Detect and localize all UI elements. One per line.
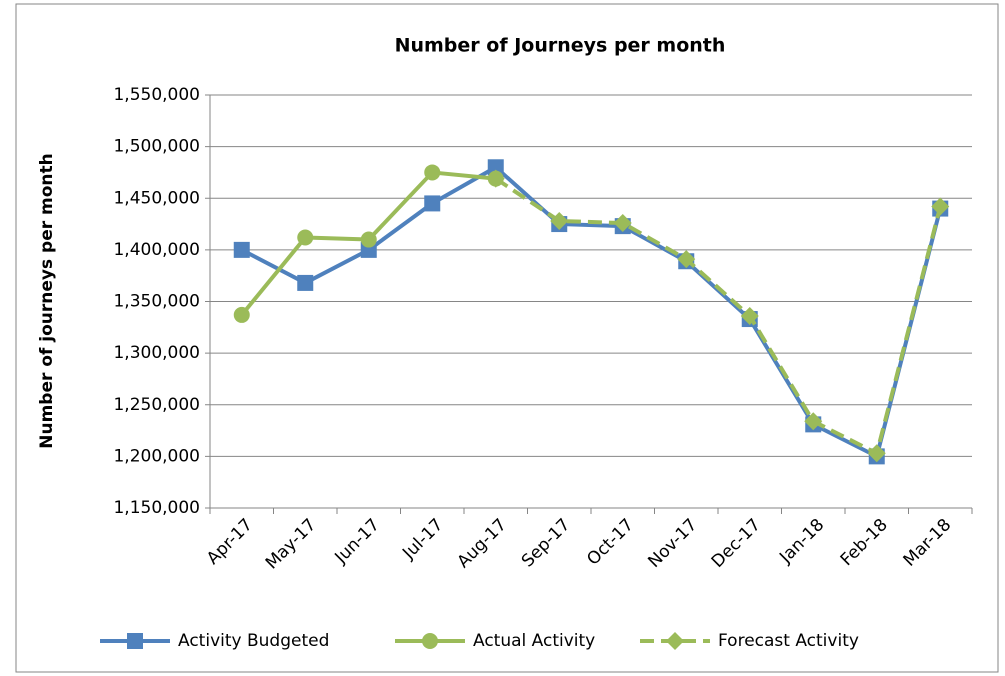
series-line	[240, 165, 943, 459]
legend-label: Actual Activity	[473, 631, 595, 651]
y-tick-label: 1,350,000	[113, 292, 200, 312]
marker-diamond	[486, 169, 505, 188]
marker-circle	[424, 164, 441, 181]
chart-title: Number of Journeys per month	[395, 35, 726, 57]
legend-label: Activity Budgeted	[178, 631, 329, 651]
y-tick-label: 1,300,000	[113, 343, 200, 363]
marker-diamond	[666, 632, 684, 650]
marker-diamond	[677, 250, 696, 269]
marker-circle	[422, 633, 438, 649]
marker-circle	[360, 231, 377, 248]
marker-circle	[297, 229, 314, 246]
y-tick-label: 1,550,000	[113, 85, 200, 105]
series-line	[494, 176, 943, 456]
chart-frame	[15, 3, 999, 673]
marker-diamond	[740, 306, 759, 325]
y-axis-title: Number of journeys per month	[37, 153, 57, 449]
marker-diamond	[867, 444, 886, 463]
marker-square	[233, 241, 250, 258]
y-tick-label: 1,400,000	[113, 240, 200, 260]
marker-circle	[233, 306, 250, 323]
legend-label: Forecast Activity	[718, 631, 859, 651]
marker-square	[127, 633, 143, 649]
y-tick-label: 1,500,000	[113, 137, 200, 157]
marker-square	[424, 195, 441, 212]
y-tick-label: 1,150,000	[113, 498, 200, 518]
y-tick-label: 1,200,000	[113, 446, 200, 466]
marker-diamond	[931, 197, 950, 216]
marker-diamond	[550, 211, 569, 230]
y-tick-label: 1,250,000	[113, 395, 200, 415]
marker-diamond	[613, 214, 632, 233]
marker-diamond	[804, 412, 823, 431]
marker-square	[297, 274, 314, 291]
marker-square	[487, 159, 504, 176]
y-tick-label: 1,450,000	[113, 188, 200, 208]
